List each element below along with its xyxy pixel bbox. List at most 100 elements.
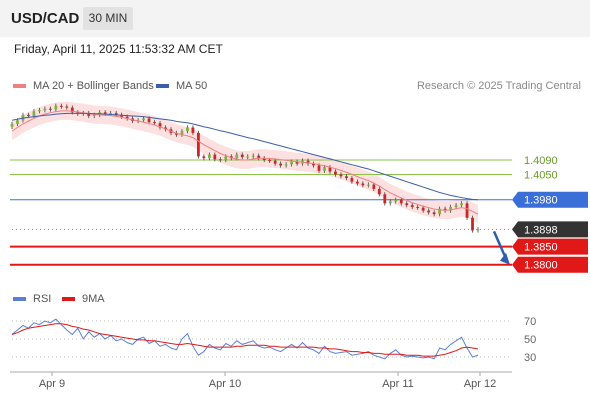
candle-body <box>273 160 277 164</box>
candle-body <box>32 111 36 116</box>
legend-rsi-label: RSI <box>33 293 52 305</box>
candle-body <box>262 158 266 160</box>
candle-body <box>399 199 403 204</box>
candle-body <box>394 199 398 202</box>
candle-body <box>317 165 321 171</box>
candle-body <box>21 114 25 121</box>
candle-body <box>410 205 414 207</box>
legend-ma50-label: MA 50 <box>176 80 208 92</box>
candle-body <box>218 159 222 161</box>
candle-body <box>290 161 293 165</box>
candle-body <box>306 160 310 164</box>
rsi-tick-30: 30 <box>524 352 536 364</box>
candle-body <box>186 127 189 132</box>
candle-body <box>284 164 288 166</box>
candle-body <box>339 174 343 177</box>
candle-body <box>383 194 387 204</box>
level-tag-1.3980 <box>512 191 588 208</box>
level-tag-1.3850 <box>512 238 588 255</box>
ma50-swatch <box>156 84 169 88</box>
candle-body <box>213 154 217 160</box>
candle-body <box>388 201 392 204</box>
legend-ma50: MA 50 <box>156 80 207 92</box>
candle-body <box>54 105 58 110</box>
chart-header: USD/CAD 30 MIN <box>0 0 590 37</box>
candle-body <box>328 167 332 172</box>
x-tick-label-Apr-10: Apr 10 <box>209 378 241 390</box>
bollinger-band-area <box>12 101 478 224</box>
candle-body <box>312 163 315 166</box>
candle-body <box>191 127 195 133</box>
copyright-text: Research © 2025 Trading Central <box>416 80 581 92</box>
level-label-1.3800: 1.3800 <box>524 260 558 272</box>
candle-body <box>202 156 206 159</box>
candle-body <box>471 217 474 231</box>
legend-rsi: RSI <box>13 293 51 305</box>
legend-ma20: MA 20 + Bollinger Bands <box>13 80 154 92</box>
candle-body <box>87 113 91 116</box>
candle-body <box>355 181 359 184</box>
candle-body <box>443 208 447 211</box>
candle-body <box>70 107 74 113</box>
candle-body <box>449 206 452 211</box>
candle-body <box>158 123 162 128</box>
candle-body <box>142 118 145 121</box>
candle-body <box>361 183 365 186</box>
level-tag-1.3898 <box>512 221 588 238</box>
rsi-ma9-line <box>11 323 479 357</box>
candle-body <box>235 154 239 159</box>
candle-body <box>16 120 19 124</box>
candle-body <box>372 184 376 189</box>
candle-body <box>164 127 167 130</box>
symbol-title: USD/CAD <box>11 10 80 27</box>
candle-body <box>268 160 272 161</box>
rsi-swatch <box>13 297 26 301</box>
candle-body <box>323 167 326 171</box>
candle-body <box>460 203 463 206</box>
level-label-1.4090: 1.4090 <box>524 155 558 167</box>
candle-body <box>416 206 420 208</box>
candle-body <box>465 203 469 218</box>
candle-body <box>175 132 178 135</box>
level-label-1.3898: 1.3898 <box>524 224 558 236</box>
candle-body <box>377 188 381 195</box>
candle-body <box>125 116 129 119</box>
x-tick-label-Apr-9: Apr 9 <box>39 378 65 390</box>
legend-ma9-label: 9MA <box>82 293 105 305</box>
candle-body <box>240 154 244 158</box>
candle-body <box>38 110 41 112</box>
candle-body <box>476 229 480 231</box>
ma50-line <box>11 112 479 201</box>
level-label-1.4050: 1.4050 <box>524 169 558 181</box>
candle-body <box>59 105 63 107</box>
candle-body <box>366 184 370 186</box>
ma9-swatch <box>62 297 75 301</box>
candle-body <box>251 155 255 157</box>
x-tick-label-Apr-12: Apr 12 <box>464 378 496 390</box>
candle-body <box>27 114 30 116</box>
candle-body <box>246 156 250 158</box>
candle-body <box>65 106 69 108</box>
candle-body <box>432 212 436 215</box>
candle-body <box>454 205 458 207</box>
candle-body <box>421 207 425 211</box>
x-tick-label-Apr-11: Apr 11 <box>382 378 414 390</box>
legend-ma20-label: MA 20 + Bollinger Bands <box>33 80 154 92</box>
candle-body <box>224 156 228 160</box>
candle-body <box>48 108 52 110</box>
level-label-1.3980: 1.3980 <box>524 195 558 207</box>
rsi-tick-70: 70 <box>524 316 536 328</box>
candle-body <box>103 112 107 114</box>
forecast-arrow-shaft <box>492 230 508 260</box>
candle-body <box>295 161 299 164</box>
candle-body <box>180 131 184 135</box>
candle-body <box>257 155 261 159</box>
candle-body <box>92 114 96 116</box>
candle-body <box>279 163 283 166</box>
timeframe-button[interactable]: 30 MIN <box>83 7 133 30</box>
candle-body <box>405 203 409 206</box>
candle-body <box>207 154 211 159</box>
ma20-swatch <box>13 84 26 88</box>
candle-body <box>120 114 124 117</box>
